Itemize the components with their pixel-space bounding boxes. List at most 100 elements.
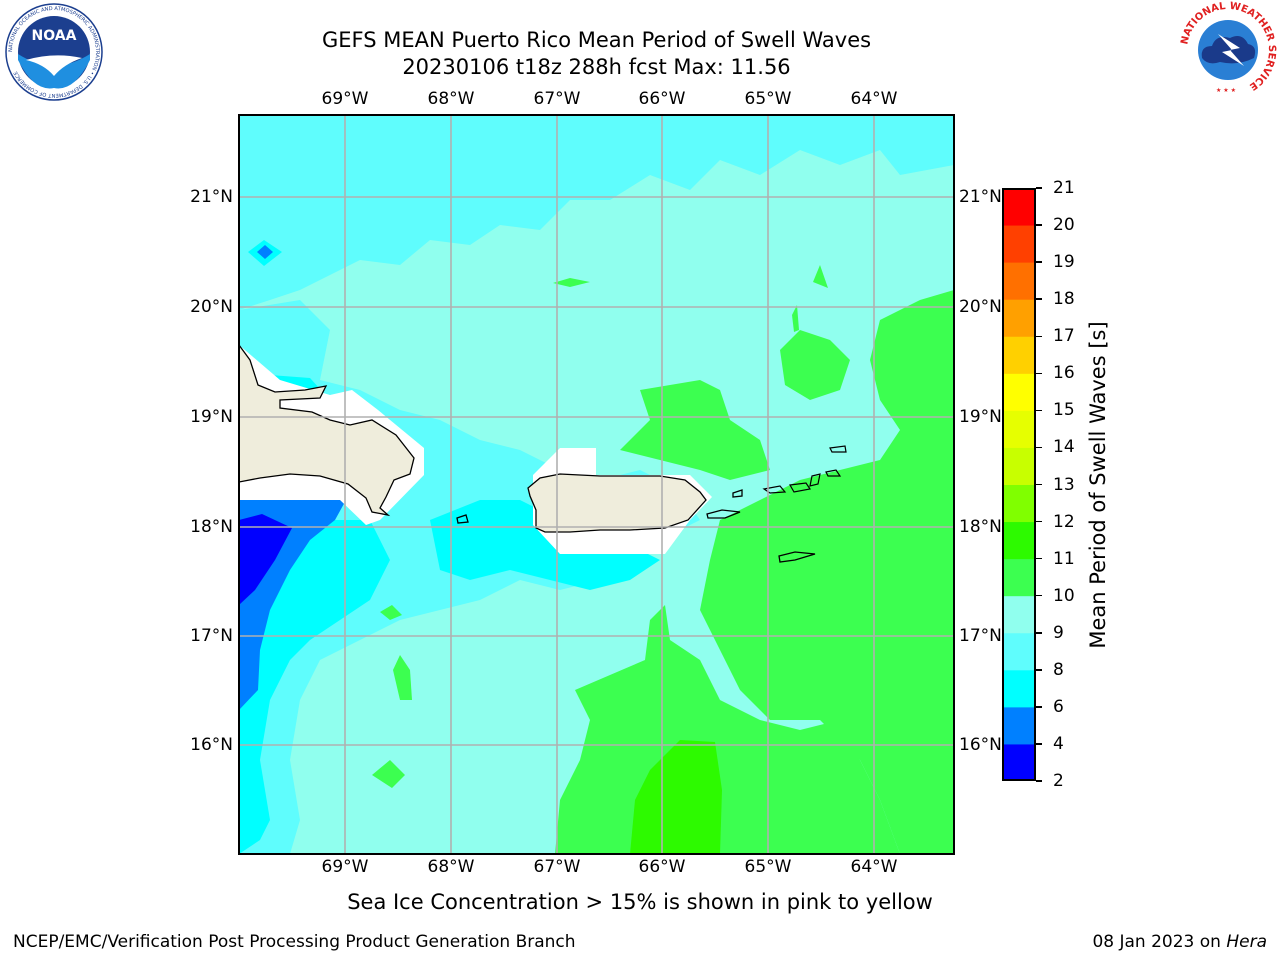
region-10-11-islet-a bbox=[393, 655, 412, 700]
colorbar-segment bbox=[1003, 225, 1035, 263]
colorbar-tick-label: 18 bbox=[1053, 289, 1075, 310]
colorbar-segment bbox=[1003, 447, 1035, 485]
sea-ice-note: Sea Ice Concentration > 15% is shown in … bbox=[347, 890, 933, 914]
lon-tick-bottom: 69°W bbox=[321, 857, 369, 877]
colorbar-tick-label: 19 bbox=[1053, 252, 1075, 273]
lon-tick-top: 67°W bbox=[533, 89, 581, 109]
lat-tick-right: 20°N bbox=[959, 297, 1002, 317]
colorbar-segment bbox=[1003, 632, 1035, 671]
land-hispaniola bbox=[239, 343, 415, 517]
colorbar-tick-mark bbox=[1036, 409, 1042, 412]
footer-host: Hera bbox=[1226, 932, 1267, 952]
colorbar-tick-label: 14 bbox=[1053, 437, 1075, 458]
colorbar-segment bbox=[1003, 521, 1035, 560]
region-10-11-center bbox=[620, 380, 770, 480]
colorbar-tick-label: 21 bbox=[1053, 178, 1075, 198]
region-11-12 bbox=[630, 740, 722, 854]
region-8-9-north bbox=[239, 115, 954, 310]
land-puerto-rico bbox=[527, 473, 707, 533]
lat-tick-right: 18°N bbox=[959, 517, 1002, 537]
colorbar-segment bbox=[1003, 595, 1035, 634]
colorbar-tick-mark bbox=[1036, 372, 1042, 375]
lat-tick-left: 19°N bbox=[190, 407, 233, 427]
land-culebra bbox=[732, 489, 743, 498]
land-mona-island bbox=[456, 514, 469, 524]
lon-tick-top: 69°W bbox=[321, 89, 369, 109]
colorbar-tick-mark bbox=[1036, 187, 1042, 189]
colorbar-segment bbox=[1003, 373, 1035, 411]
lat-tick-right: 19°N bbox=[959, 407, 1002, 427]
graticule bbox=[239, 115, 954, 854]
region-10-11-north-patch bbox=[780, 330, 850, 400]
land-st-croix bbox=[778, 551, 816, 563]
lon-tick-bottom: 65°W bbox=[744, 857, 792, 877]
lat-tick-right: 17°N bbox=[959, 626, 1002, 646]
plot-subtitle: 20230106 t18z 288h fcst Max: 11.56 bbox=[402, 55, 791, 79]
land-virgin-islands bbox=[762, 445, 847, 494]
colorbar-tick-mark bbox=[1036, 669, 1042, 671]
colorbar-segment bbox=[1003, 669, 1035, 708]
colorbar-tick-mark bbox=[1036, 483, 1042, 486]
colorbar-tick-label: 6 bbox=[1053, 696, 1064, 717]
colorbar-tick-label: 4 bbox=[1053, 733, 1064, 754]
svg-text:★ ★ ★: ★ ★ ★ bbox=[1216, 87, 1236, 94]
colorbar-tick-label: 20 bbox=[1053, 215, 1075, 236]
colorbar-tick-mark bbox=[1036, 632, 1042, 634]
noaa-logo: NATIONAL OCEANIC AND ATMOSPHERIC ADMINIS… bbox=[5, 3, 103, 101]
colorbar-segment bbox=[1003, 410, 1035, 448]
region-6-8-puerto-rico bbox=[430, 500, 660, 590]
lon-tick-top: 66°W bbox=[638, 89, 686, 109]
lat-tick-left: 16°N bbox=[190, 735, 233, 755]
colorbar-tick-label: 2 bbox=[1053, 771, 1064, 791]
plot-title: GEFS MEAN Puerto Rico Mean Period of Swe… bbox=[321, 28, 872, 52]
nws-logo: NATIONAL WEATHER SERVICE ★ ★ ★ bbox=[1179, 1, 1277, 98]
map-frame bbox=[238, 114, 955, 855]
colorbar-tick-label: 16 bbox=[1053, 363, 1075, 384]
colorbar-tick-mark bbox=[1036, 335, 1042, 337]
colorbar-tick-mark bbox=[1036, 520, 1042, 523]
region-10-11-islet-b bbox=[372, 760, 405, 788]
region-10-11-east bbox=[700, 290, 954, 854]
colorbar-tick-mark bbox=[1036, 224, 1042, 226]
colorbar-tick-mark bbox=[1036, 780, 1042, 782]
colorbar-tick-mark bbox=[1036, 594, 1042, 597]
footer-branch: NCEP/EMC/Verification Post Processing Pr… bbox=[13, 932, 576, 952]
colorbar-label: Mean Period of Swell Waves [s] bbox=[1086, 321, 1110, 649]
land-vieques bbox=[706, 509, 741, 519]
colorbar-tick-label: 11 bbox=[1053, 548, 1075, 569]
colorbar-tick-mark bbox=[1036, 261, 1042, 263]
colorbar-tick-label: 10 bbox=[1053, 585, 1075, 606]
lon-tick-top: 64°W bbox=[850, 89, 898, 109]
colorbar bbox=[1002, 188, 1036, 781]
lon-tick-bottom: 66°W bbox=[638, 857, 686, 877]
lon-tick-bottom: 67°W bbox=[533, 857, 581, 877]
lat-tick-right: 21°N bbox=[959, 187, 1002, 207]
region-10-11-islet-f bbox=[792, 305, 799, 332]
colorbar-tick-label: 15 bbox=[1053, 400, 1075, 421]
region-2-4-dot bbox=[257, 245, 273, 259]
region-10-11-islet-c bbox=[380, 605, 402, 620]
colorbar-segment bbox=[1003, 262, 1035, 300]
lat-tick-left: 17°N bbox=[190, 626, 233, 646]
noaa-logo-text: NOAA bbox=[32, 28, 77, 44]
colorbar-segment bbox=[1003, 188, 1035, 226]
lat-tick-left: 21°N bbox=[190, 187, 233, 207]
colorbar-segment bbox=[1003, 706, 1035, 745]
lon-tick-bottom: 68°W bbox=[427, 857, 475, 877]
colorbar-tick-mark bbox=[1036, 557, 1042, 560]
footer-date-text: 08 Jan 2023 on bbox=[1092, 932, 1227, 952]
colorbar-segment bbox=[1003, 743, 1035, 781]
colorbar-frame bbox=[1002, 188, 1036, 781]
colorbar-tick-mark bbox=[1036, 743, 1042, 745]
footer-date: 08 Jan 2023 on Hera bbox=[1092, 932, 1267, 952]
lon-tick-top: 68°W bbox=[427, 89, 475, 109]
colorbar-segment bbox=[1003, 299, 1035, 337]
region-2-4 bbox=[239, 514, 292, 605]
region-6-8-west bbox=[239, 520, 390, 854]
lat-tick-left: 18°N bbox=[190, 517, 233, 537]
colorbar-tick-label: 13 bbox=[1053, 474, 1075, 495]
lat-tick-right: 16°N bbox=[959, 735, 1002, 755]
lat-tick-left: 20°N bbox=[190, 297, 233, 317]
colorbar-tick-label: 9 bbox=[1053, 622, 1064, 643]
